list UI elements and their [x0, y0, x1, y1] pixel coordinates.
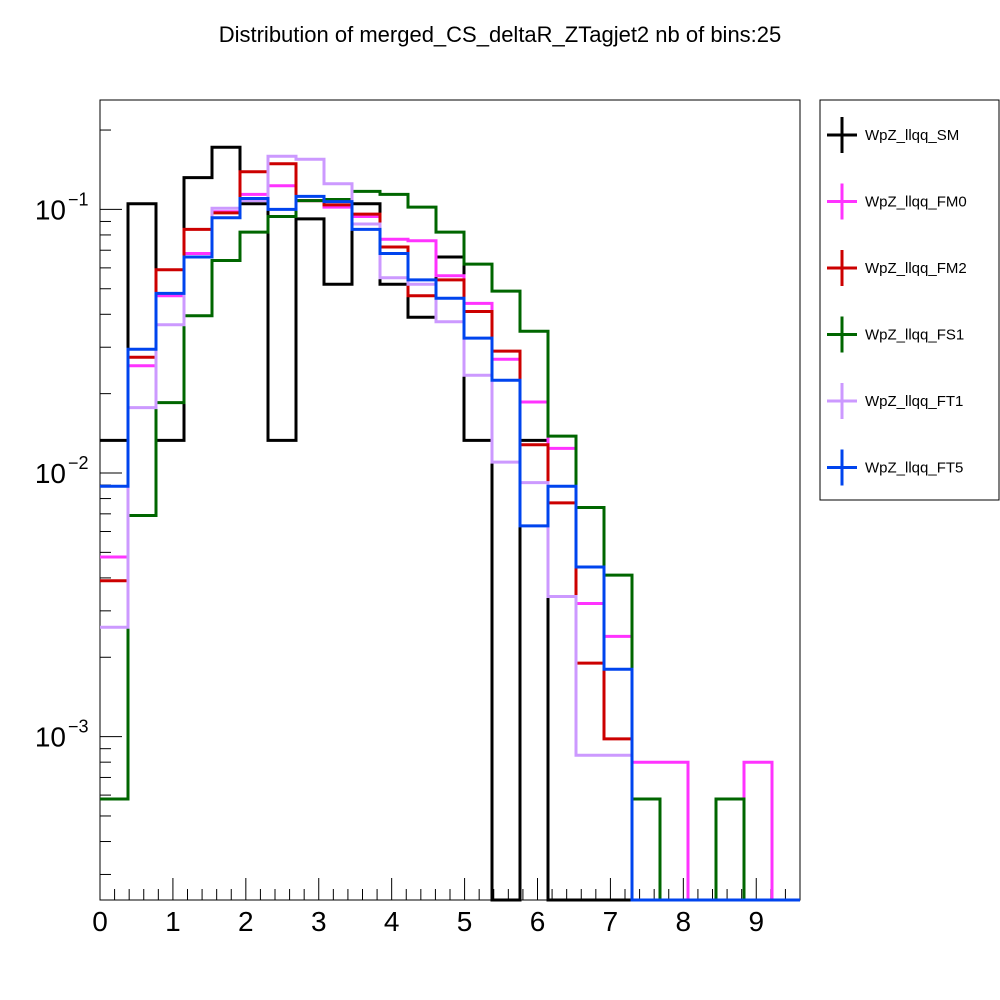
- x-tick-label: 7: [603, 906, 619, 937]
- x-tick-label: 3: [311, 906, 327, 937]
- y-tick-label: 10: [35, 458, 66, 489]
- x-tick-label: 2: [238, 906, 254, 937]
- legend-entry-label: WpZ_llqq_FS1: [865, 327, 964, 344]
- series-line-WpZ_llqq_FM0: [100, 184, 800, 902]
- x-tick-label: 9: [748, 906, 764, 937]
- x-tick-label: 4: [384, 906, 400, 937]
- legend-entry-label: WpZ_llqq_SM: [865, 127, 959, 144]
- legend-entry-label: WpZ_llqq_FM0: [865, 194, 967, 211]
- x-tick-label: 5: [457, 906, 473, 937]
- legend-box: [819, 99, 1000, 501]
- plot-area: 0 1 2 3 4 5 6 7 8 910−110−210−3: [35, 99, 801, 937]
- x-tick-label: 1: [165, 906, 181, 937]
- y-tick-label: 10: [35, 722, 66, 753]
- series-line-WpZ_llqq_FT1: [100, 154, 800, 902]
- series-line-WpZ_llqq_FT5: [100, 194, 800, 902]
- legend-entry-label: WpZ_llqq_FT5: [865, 460, 963, 477]
- y-tick-exponent: −1: [68, 189, 89, 209]
- series-line-WpZ_llqq_FM2: [100, 162, 800, 902]
- y-tick-label: 10: [35, 194, 66, 225]
- y-tick-exponent: −2: [68, 453, 89, 473]
- x-tick-label: 8: [676, 906, 692, 937]
- legend-entry-label: WpZ_llqq_FT1: [865, 393, 963, 410]
- chart-title: Distribution of merged_CS_deltaR_ZTagjet…: [219, 22, 782, 47]
- series-line-WpZ_llqq_FS1: [100, 189, 800, 902]
- x-tick-label: 6: [530, 906, 546, 937]
- legend-entry-label: WpZ_llqq_FM2: [865, 260, 967, 277]
- plot-frame: [99, 99, 801, 901]
- series-line-WpZ_llqq_SM: [100, 145, 800, 902]
- legend: WpZ_llqq_SM WpZ_llqq_FM0 WpZ_llqq_FM2 WpZ_l…: [819, 99, 1000, 501]
- x-tick-label: 0: [92, 906, 108, 937]
- y-tick-exponent: −3: [68, 717, 89, 737]
